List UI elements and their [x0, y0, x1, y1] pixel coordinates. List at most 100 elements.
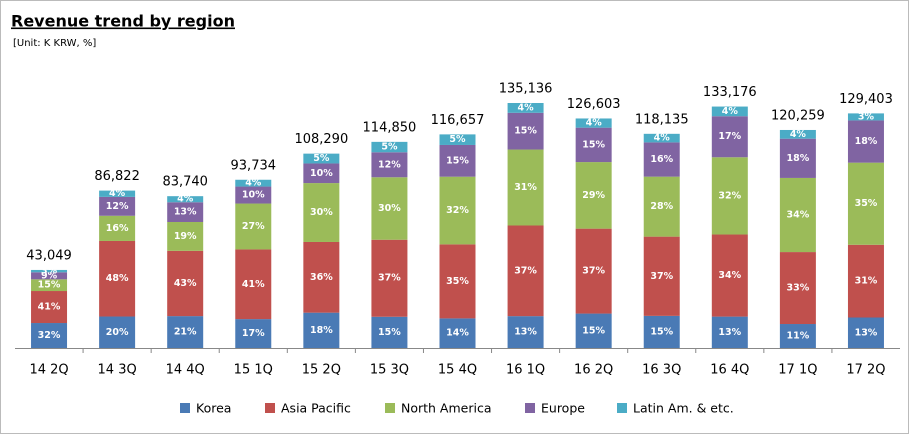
bar-segment	[99, 196, 136, 216]
total-label: 83,740	[162, 175, 208, 190]
segment-label: 5%	[313, 153, 330, 164]
legend-swatch	[265, 403, 275, 413]
x-tick-label: 16 3Q	[642, 363, 681, 378]
bar-segment	[439, 144, 476, 177]
segment-label: 15%	[582, 139, 605, 150]
bar-segment	[99, 240, 136, 317]
total-label: 93,734	[231, 158, 277, 173]
segment-label: 16%	[106, 223, 129, 234]
total-label: 135,136	[499, 82, 553, 97]
x-tick-label: 16 1Q	[506, 363, 545, 378]
bar-segment	[507, 149, 544, 226]
bar-segment	[99, 215, 136, 241]
bar-segment	[167, 196, 204, 203]
total-label: 126,603	[567, 97, 621, 112]
bar-segment	[643, 176, 680, 237]
bar-segment	[507, 112, 544, 150]
segment-label: 37%	[582, 266, 605, 277]
segment-label: 12%	[378, 159, 401, 170]
segment-label: 34%	[787, 210, 810, 221]
segment-label: 37%	[650, 271, 673, 282]
segment-label: 4%	[790, 129, 807, 140]
bar-segment	[371, 152, 408, 178]
segment-label: 35%	[855, 198, 878, 209]
segment-label: 18%	[855, 136, 878, 147]
segment-label: 41%	[38, 302, 61, 313]
bar-segment	[575, 118, 612, 128]
bar-segment	[643, 133, 680, 143]
bar-segment	[507, 103, 544, 113]
segment-label: 15%	[650, 326, 673, 337]
bar-segment	[575, 313, 612, 348]
segment-label: 37%	[514, 265, 537, 276]
x-tick-label: 16 2Q	[574, 363, 613, 378]
segment-label: 20%	[106, 327, 129, 338]
segment-label: 4%	[245, 178, 262, 189]
legend-swatch	[385, 403, 395, 413]
bar-segment	[235, 203, 272, 250]
segment-label: 48%	[106, 273, 129, 284]
bar-segment	[31, 291, 68, 324]
legend-swatch	[180, 403, 190, 413]
segment-label: 36%	[310, 272, 333, 283]
bar-segment	[643, 315, 680, 348]
segment-label: 15%	[514, 126, 537, 137]
bar-segment	[779, 252, 816, 325]
x-tick-label: 15 2Q	[302, 363, 341, 378]
legend-label: Latin Am. & etc.	[633, 401, 734, 416]
total-label: 116,657	[431, 113, 485, 128]
bar-segment	[31, 272, 68, 280]
segment-label: 34%	[718, 270, 741, 281]
segment-label: 15%	[378, 327, 401, 338]
x-tick-label: 14 2Q	[29, 363, 68, 378]
bar-segment	[303, 163, 340, 184]
legend-label: Korea	[196, 401, 231, 416]
bar-segment	[643, 142, 680, 177]
segment-label: 5%	[449, 134, 466, 145]
bar-segment	[779, 138, 816, 178]
segment-label: 29%	[582, 190, 605, 201]
bar-segment	[507, 225, 544, 317]
total-label: 120,259	[771, 108, 825, 123]
bar-segment	[847, 244, 884, 318]
bar-segment	[167, 221, 204, 251]
segment-label: 12%	[106, 201, 129, 212]
segment-label: 3%	[858, 111, 875, 122]
bar-segment	[303, 183, 340, 242]
segment-label: 9%	[41, 270, 58, 281]
segment-label: 13%	[174, 207, 197, 218]
segment-label: 4%	[586, 118, 603, 129]
segment-label: 33%	[787, 283, 810, 294]
x-tick-label: 15 4Q	[438, 363, 477, 378]
bar-segment	[99, 316, 136, 348]
x-tick-label: 16 4Q	[710, 363, 749, 378]
bar-segment	[847, 317, 884, 348]
segment-label: 15%	[38, 280, 61, 291]
segment-label: 32%	[446, 205, 469, 216]
segment-label: 11%	[787, 331, 810, 342]
x-tick-label: 15 3Q	[370, 363, 409, 378]
segment-label: 13%	[855, 327, 878, 338]
bar-segment	[371, 316, 408, 348]
segment-label: 4%	[109, 188, 126, 199]
segment-label: 19%	[174, 231, 197, 242]
segment-label: 13%	[718, 327, 741, 338]
bar-segment	[371, 141, 408, 153]
bar-segment	[575, 162, 612, 229]
bar-segment	[371, 239, 408, 317]
bar-segment	[439, 176, 476, 245]
segment-label: 43%	[174, 278, 197, 289]
segment-label: 41%	[242, 279, 265, 290]
total-label: 114,850	[363, 120, 417, 135]
segment-label: 10%	[310, 168, 333, 179]
segment-label: 3%	[41, 266, 58, 277]
segment-label: 18%	[310, 325, 333, 336]
x-tick-label: 17 1Q	[778, 363, 817, 378]
segment-label: 16%	[650, 154, 673, 165]
legend-label: Asia Pacific	[281, 401, 351, 416]
bar-segment	[31, 323, 68, 348]
bar-segment	[711, 106, 748, 117]
bar-segment	[303, 241, 340, 313]
bar-segment	[847, 113, 884, 121]
bar-segment	[507, 316, 544, 348]
